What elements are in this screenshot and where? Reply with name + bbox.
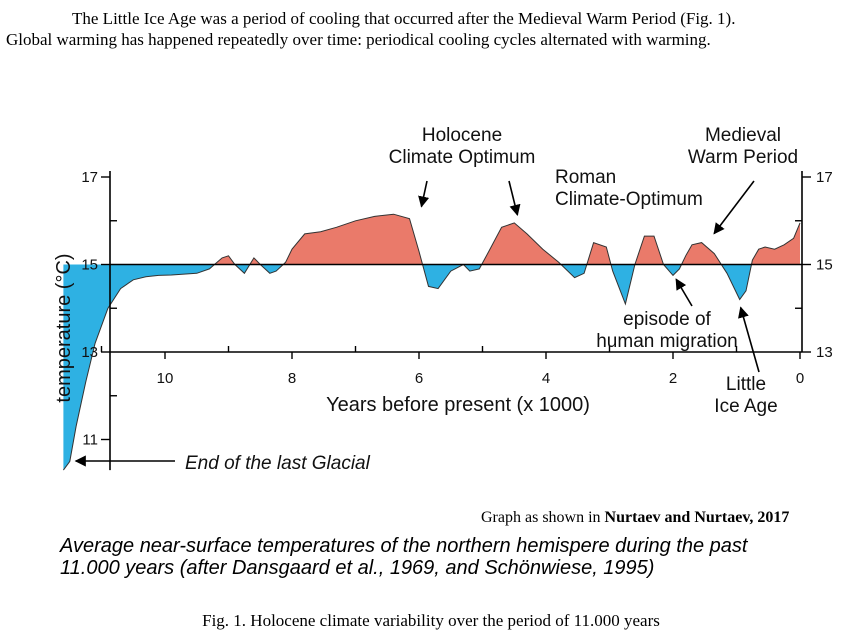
subcaption-line-1: Average near-surface temperatures of the…	[60, 535, 748, 557]
y-tick-label-left: 17	[81, 169, 98, 186]
chart-annotations: Holocene Climate Optimum Roman Climate-Opti…	[74, 125, 798, 474]
temperature-line	[62, 213, 801, 471]
x-axis-label: Years before present (x 1000)	[326, 394, 590, 416]
annotation-arrow	[713, 180, 755, 235]
credit-source: Nurtaev and Nurtaev, 2017	[604, 509, 790, 526]
annotation-arrow	[508, 180, 521, 217]
y-tick-label-left: 11	[82, 432, 98, 449]
subcaption-line-2: 11.000 years (after Dansgaard et al., 19…	[60, 557, 655, 579]
annotation-label: Roman Climate-Optimum	[555, 167, 703, 210]
y-tick-label-right: 13	[816, 344, 833, 361]
annotation-line: Warm Period	[688, 147, 798, 168]
annotation-arrow	[738, 306, 760, 373]
x-tick-label: 4	[542, 370, 550, 387]
x-tick-label: 0	[796, 370, 804, 387]
credit-prefix: Graph as shown in	[481, 509, 605, 526]
annotation-line: episode of	[623, 309, 711, 330]
annotation-arrow	[675, 278, 693, 307]
warm-area	[63, 214, 800, 265]
y-tick-label-right: 17	[816, 169, 833, 186]
annotation-line: Little	[726, 374, 766, 395]
figure-caption: Fig. 1. Holocene climate variability ove…	[202, 611, 660, 630]
annotation-line: Climate-Optimum	[555, 189, 703, 210]
annotation-line: End of the last Glacial	[185, 453, 371, 474]
chart-labels: 17 15 13 11 17 15 13 10 8 6 4 2 0 Years before presen…	[53, 169, 833, 449]
annotation-label: End of the last Glacial	[185, 453, 371, 474]
chart-axes	[100, 171, 811, 471]
annotation-label: Little Ice Age	[714, 374, 777, 417]
y-tick-label-left: 15	[81, 257, 98, 274]
annotation-label: episode of human migration	[596, 309, 738, 352]
chart-subcaption: Average near-surface temperatures of the…	[60, 535, 850, 579]
annotation-line: Holocene	[422, 125, 502, 146]
annotation-label: Medieval Warm Period	[688, 125, 798, 168]
intro-text: The Little Ice Age was a period of cooli…	[0, 8, 862, 50]
annotation-line: Medieval	[705, 125, 781, 146]
annotation-line: Climate Optimum	[389, 147, 536, 168]
intro-line-1: The Little Ice Age was a period of cooli…	[72, 9, 736, 28]
x-tick-label: 6	[415, 370, 423, 387]
annotation-label: Holocene Climate Optimum	[389, 125, 536, 168]
x-tick-label: 8	[288, 370, 296, 387]
annotation-line: Ice Age	[714, 396, 777, 417]
intro-line-2: Global warming has happened repeatedly o…	[6, 30, 711, 49]
x-tick-label: 2	[669, 370, 677, 387]
annotation-arrow	[418, 180, 430, 208]
annotation-line: Roman	[555, 167, 616, 188]
x-tick-label: 10	[157, 370, 174, 387]
chart-areas	[62, 213, 801, 471]
y-tick-label-right: 15	[816, 257, 833, 274]
y-axis-label: temperature (°C)	[53, 253, 75, 402]
annotation-line: human migration	[596, 331, 738, 352]
graph-credit: Graph as shown in Nurtaev and Nurtaev, 2…	[481, 509, 789, 527]
y-tick-label-left: 13	[81, 344, 98, 361]
